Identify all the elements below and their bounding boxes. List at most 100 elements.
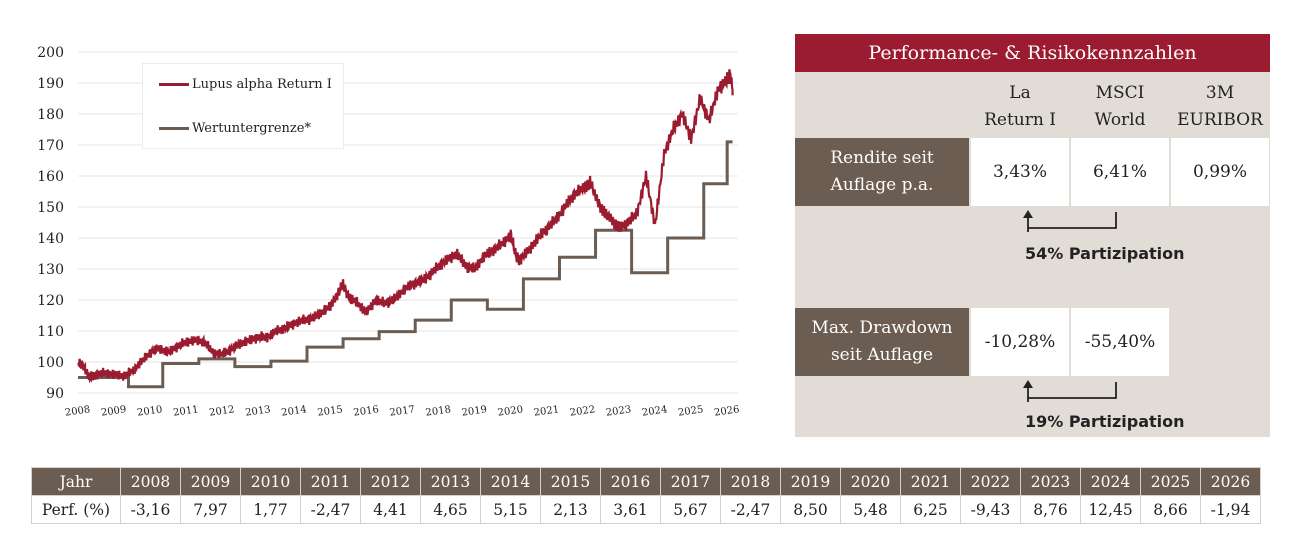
table-year-cell: 2009	[180, 467, 241, 496]
yearly-performance-table: Jahr 2008 2009 2010 2011 2012 2013 2014 2015 201…	[31, 467, 1261, 524]
y-tick-label: 100	[37, 355, 64, 371]
participation-arrow-1	[1023, 210, 1117, 232]
chart-legend: Lupus alpha Return I Wertuntergrenze*	[142, 63, 344, 149]
row-label-drawdown-line1: Max. Drawdown	[811, 318, 953, 338]
table-perf-cell: 4,41	[360, 495, 421, 524]
x-tick-label: 2017	[389, 404, 416, 418]
floor-series-line	[78, 140, 733, 389]
table-values-row: Perf. (%) -3,16 7,97 1,77 -2,47 4,41 4,65 5,15…	[31, 495, 1261, 524]
x-tick-label: 2021	[533, 404, 560, 418]
y-axis-ticks: 90 100 110 120 130 140 150 160 170 180 190 200	[37, 45, 64, 402]
return-euribor-value: 0,99%	[1171, 138, 1269, 206]
table-year-cell: 2013	[420, 467, 481, 496]
table-perf-cell: 5,67	[660, 495, 721, 524]
table-perf-cell: 2,13	[540, 495, 601, 524]
table-perf-cell: 8,66	[1140, 495, 1201, 524]
x-tick-label: 2026	[713, 404, 740, 418]
column-header-msci-line1: MSCI	[1095, 83, 1145, 103]
table-perf-cell: 5,15	[480, 495, 541, 524]
x-tick-label: 2024	[641, 404, 668, 418]
x-tick-label: 2010	[136, 404, 163, 418]
x-tick-label: 2018	[425, 404, 452, 418]
table-year-cell: 2025	[1140, 467, 1201, 496]
x-tick-label: 2012	[209, 404, 236, 418]
table-perf-cell: -1,94	[1200, 495, 1261, 524]
x-axis-ticks: 2008 2009 2010 2011 2012 2013 2014 2015 2016 2017…	[64, 404, 740, 418]
x-tick-label: 2011	[172, 404, 199, 418]
table-perf-cell: 4,65	[420, 495, 481, 524]
return-fund-value: 3,43%	[971, 138, 1069, 206]
column-header-msci-line2: World	[1094, 110, 1146, 130]
x-tick-label: 2009	[100, 404, 127, 418]
table-year-cell: 2012	[360, 467, 421, 496]
table-perf-label: Perf. (%)	[31, 495, 121, 524]
y-tick-label: 90	[46, 386, 64, 402]
kpi-panel-title: Performance- & Risikokennzahlen	[795, 34, 1270, 72]
table-perf-cell: 1,77	[240, 495, 301, 524]
table-perf-cell: -9,43	[960, 495, 1021, 524]
table-perf-cell: 12,45	[1080, 495, 1141, 524]
row-label-return-line2: Auflage p.a.	[830, 175, 934, 195]
drawdown-msci-value: -55,40%	[1071, 308, 1169, 376]
table-year-cell: 2018	[720, 467, 781, 496]
performance-chart: 90 100 110 120 130 140 150 160 170 180 190 200 2008…	[37, 45, 740, 419]
table-year-cell: 2016	[600, 467, 661, 496]
y-tick-label: 160	[37, 169, 64, 185]
y-tick-label: 150	[37, 200, 64, 216]
table-year-cell: 2008	[120, 467, 181, 496]
x-tick-label: 2013	[245, 404, 272, 418]
table-perf-cell: 5,48	[840, 495, 901, 524]
column-header-fund-line2: Return I	[984, 110, 1056, 130]
x-tick-label: 2008	[64, 404, 91, 418]
column-header-fund-line1: La	[1009, 83, 1031, 103]
row-label-drawdown: Max. Drawdown seit Auflage	[795, 308, 969, 376]
column-header-euribor: 3M EURIBOR	[1171, 80, 1269, 134]
return-msci-value: 6,41%	[1071, 138, 1169, 206]
participation-return: 54% Partizipation	[1025, 244, 1185, 263]
legend-item-fund: Lupus alpha Return I	[159, 77, 332, 92]
legend-swatch-floor	[159, 127, 189, 130]
table-header-row: Jahr 2008 2009 2010 2011 2012 2013 2014 2015 201…	[31, 467, 1261, 496]
legend-swatch-fund	[159, 83, 189, 86]
row-label-return-line1: Rendite seit	[830, 148, 934, 168]
table-year-cell: 2023	[1020, 467, 1081, 496]
table-perf-cell: 6,25	[900, 495, 961, 524]
legend-label-fund: Lupus alpha Return I	[192, 77, 332, 92]
table-year-cell: 2011	[300, 467, 361, 496]
table-year-cell: 2020	[840, 467, 901, 496]
y-tick-label: 170	[37, 138, 64, 154]
x-tick-label: 2015	[317, 404, 344, 418]
y-tick-label: 190	[37, 76, 64, 92]
kpi-panel: Performance- & Risikokennzahlen La Retur…	[795, 34, 1270, 437]
row-label-drawdown-line2: seit Auflage	[830, 345, 934, 365]
participation-drawdown: 19% Partizipation	[1025, 412, 1185, 431]
table-perf-cell: -3,16	[120, 495, 181, 524]
y-tick-label: 180	[37, 107, 64, 123]
legend-item-floor: Wertuntergrenze*	[159, 121, 311, 136]
column-header-fund: La Return I	[971, 80, 1069, 134]
legend-label-floor: Wertuntergrenze*	[192, 121, 311, 136]
x-tick-label: 2020	[497, 404, 524, 418]
drawdown-fund-value: -10,28%	[971, 308, 1069, 376]
table-year-cell: 2026	[1200, 467, 1261, 496]
table-year-cell: 2010	[240, 467, 301, 496]
y-tick-label: 200	[37, 45, 64, 61]
x-tick-label: 2025	[677, 404, 704, 418]
table-perf-cell: 7,97	[180, 495, 241, 524]
y-tick-label: 130	[37, 262, 64, 278]
table-year-cell: 2022	[960, 467, 1021, 496]
table-year-cell: 2021	[900, 467, 961, 496]
x-tick-label: 2022	[569, 404, 596, 418]
y-tick-label: 120	[37, 293, 64, 309]
y-tick-label: 110	[37, 324, 64, 340]
table-perf-cell: -2,47	[720, 495, 781, 524]
column-header-msci: MSCI World	[1071, 80, 1169, 134]
x-tick-label: 2023	[605, 404, 632, 418]
table-year-cell: 2017	[660, 467, 721, 496]
fund-series-line	[77, 69, 734, 384]
y-tick-label: 140	[37, 231, 64, 247]
table-header-label: Jahr	[31, 467, 121, 496]
x-tick-label: 2019	[461, 404, 488, 418]
table-perf-cell: 3,61	[600, 495, 661, 524]
table-year-cell: 2024	[1080, 467, 1141, 496]
